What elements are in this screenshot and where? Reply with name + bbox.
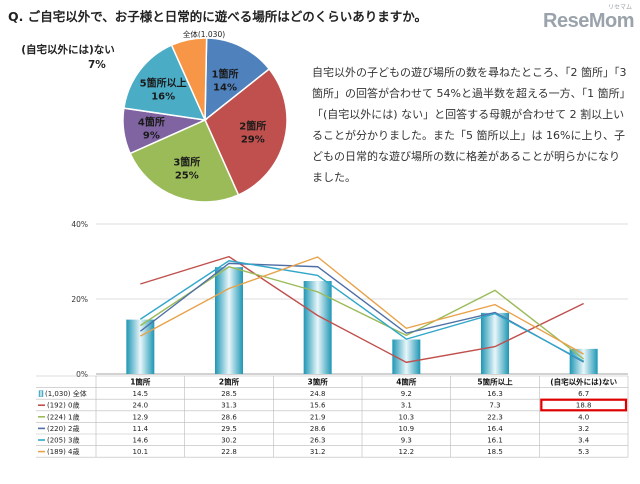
data-value: 11.4 xyxy=(133,425,149,433)
pie-slice-value: 14% xyxy=(213,83,237,94)
combo-chart: 0% 20% 40% 1箇所 2箇所 3箇所 4箇所 5箇所以上 (自宅以外には)ない (1,0… xyxy=(36,220,629,458)
data-value: 28.6 xyxy=(221,413,237,421)
data-value: 7.3 xyxy=(489,402,500,410)
pie-slice xyxy=(170,37,208,121)
data-value: 22.3 xyxy=(487,413,503,421)
logo-ruby: リセマム xyxy=(607,4,632,11)
y-tick-label: 0% xyxy=(76,370,88,379)
series-line xyxy=(139,260,584,362)
data-value: 24.8 xyxy=(310,390,326,398)
pie-slice xyxy=(204,37,271,122)
pie-slice-label: 1箇所 xyxy=(212,68,239,81)
data-value: 3.4 xyxy=(578,437,590,445)
series-name: (1,030) 全体 xyxy=(45,389,87,398)
pie-slice-value: 16% xyxy=(151,91,175,102)
data-value: 16.1 xyxy=(487,437,503,445)
data-value: 31.2 xyxy=(310,448,326,456)
pie-outside-value: 7% xyxy=(88,59,106,71)
y-tick-label: 20% xyxy=(71,295,88,304)
pie-slice-label: 2箇所 xyxy=(239,120,266,133)
pie-slice-label: 3箇所 xyxy=(173,155,200,168)
data-value: 16.3 xyxy=(487,390,503,398)
y-tick-label: 40% xyxy=(71,220,88,229)
series-name: (189) 4歳 xyxy=(47,447,80,456)
bar xyxy=(303,281,332,374)
pie-slice-label: 5箇所以上 xyxy=(140,76,187,89)
data-value: 14.6 xyxy=(133,437,149,445)
pie-slice-value: 9% xyxy=(143,130,160,141)
data-value: 9.2 xyxy=(401,390,412,398)
pie-slice xyxy=(123,44,207,121)
series-line xyxy=(140,256,585,355)
data-value: 18.5 xyxy=(487,448,503,456)
data-value: 10.3 xyxy=(399,413,415,421)
pie-slice-label: 4箇所 xyxy=(138,115,165,128)
data-value: 18.8 xyxy=(576,402,592,410)
data-value: 12.9 xyxy=(133,413,149,421)
category-label: 4箇所 xyxy=(396,377,417,387)
data-value: 4.0 xyxy=(578,413,589,421)
resemom-logo: ReseMom xyxy=(543,10,634,32)
series-line xyxy=(140,255,584,364)
data-value: 10.1 xyxy=(133,448,149,456)
pie-chart: 全体(1,030) 1箇所 14% 2箇所 29% 3箇所 25% 4箇所 9% 5箇所以上 16… xyxy=(21,29,288,203)
bar xyxy=(215,267,243,374)
data-value: 21.9 xyxy=(310,413,326,421)
data-value: 30.2 xyxy=(221,437,237,445)
category-label: 3箇所 xyxy=(308,377,329,387)
data-value: 26.3 xyxy=(310,437,326,445)
category-label: 5箇所以上 xyxy=(477,377,513,387)
pie-slice-value: 29% xyxy=(241,135,265,146)
pie-slice xyxy=(204,67,288,196)
data-value: 15.6 xyxy=(310,402,326,410)
data-value: 3.1 xyxy=(401,402,412,410)
legend-swatch xyxy=(38,390,44,397)
data-value: 12.2 xyxy=(399,448,415,456)
data-value: 16.4 xyxy=(487,425,503,433)
data-value: 3.2 xyxy=(578,425,589,433)
category-label: 1箇所 xyxy=(130,377,151,387)
question-title: Q. ご自宅以外で、お子様と日常的に遊べる場所はどのくらいありますか。 xyxy=(8,9,427,24)
data-value: 29.5 xyxy=(221,425,237,433)
data-value: 9.3 xyxy=(401,437,412,445)
data-value: 28.6 xyxy=(310,425,326,433)
data-value: 14.5 xyxy=(133,390,149,398)
series-name: (192) 0歳 xyxy=(47,401,80,410)
category-label: 2箇所 xyxy=(219,377,240,387)
pie-slice-value: 25% xyxy=(175,170,199,181)
series-name: (224) 1歳 xyxy=(47,412,80,421)
data-value: 22.8 xyxy=(221,448,237,456)
series-name: (220) 2歳 xyxy=(47,424,80,433)
series-line xyxy=(139,262,585,363)
description-text: 自宅以外の子どもの遊び場所の数を尋ねたところ、「2 箇所」「3 箇所」の回答が合… xyxy=(312,66,627,184)
highlight-box xyxy=(540,398,628,412)
pie-slice xyxy=(129,119,240,203)
bar xyxy=(481,312,509,374)
series-name: (205) 3歳 xyxy=(47,436,80,445)
data-value: 31.3 xyxy=(221,402,237,410)
data-value: 28.5 xyxy=(221,390,237,398)
bar xyxy=(126,319,155,374)
data-value: 6.7 xyxy=(578,390,589,398)
data-value: 5.3 xyxy=(578,448,589,456)
data-value: 24.0 xyxy=(133,402,149,410)
data-value: 10.9 xyxy=(399,425,415,433)
pie-outside-label: (自宅以外には)ない xyxy=(21,43,115,56)
pie-title: 全体(1,030) xyxy=(183,29,225,39)
series-line xyxy=(139,265,585,360)
category-label: (自宅以外には)ない xyxy=(550,377,617,387)
